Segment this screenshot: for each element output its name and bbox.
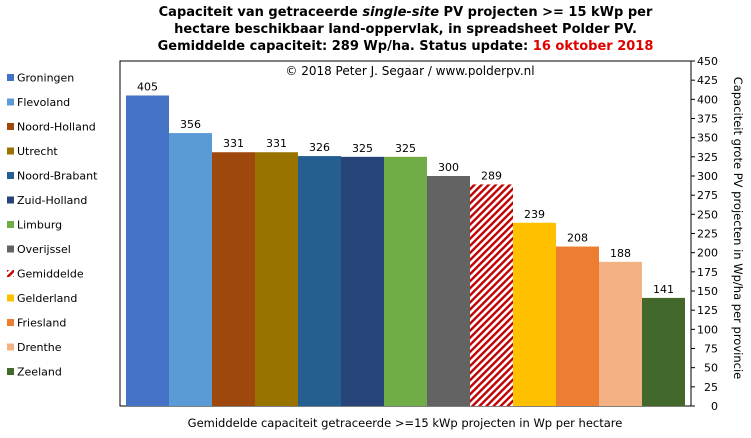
- legend-swatch-flevoland: [7, 98, 14, 106]
- bar-noord-holland: [212, 152, 255, 406]
- y-tick-label: 150: [697, 285, 718, 298]
- y-tick-label: 325: [697, 151, 718, 164]
- y-tick-label: 400: [697, 93, 718, 106]
- bar-zeeland: [642, 297, 685, 406]
- legend-swatch-gemiddelde: [7, 270, 14, 277]
- bar-label-overijssel: 300: [438, 161, 459, 174]
- bar-label-zuid-holland: 325: [352, 142, 373, 155]
- legend-swatch-drenthe: [7, 343, 14, 351]
- legend-label-limburg: Limburg: [17, 219, 62, 232]
- legend-swatch-overijssel: [7, 245, 14, 253]
- bar-label-limburg: 325: [395, 142, 416, 155]
- bar-label-utrecht: 331: [266, 137, 287, 150]
- bar-gelderland: [513, 222, 556, 406]
- legend-label-zeeland: Zeeland: [17, 366, 62, 379]
- y-tick-label: 250: [697, 208, 718, 221]
- bar-label-groningen: 405: [137, 81, 158, 94]
- y-tick-label: 450: [697, 55, 718, 68]
- y-tick-label: 175: [697, 266, 718, 279]
- y-tick-label: 425: [697, 74, 718, 87]
- bar-noord-brabant: [298, 156, 341, 406]
- bar-overijssel: [427, 176, 470, 406]
- legend-label-noord-brabant: Noord-Brabant: [17, 170, 98, 183]
- bar-label-flevoland: 356: [180, 118, 201, 131]
- bar-label-gemiddelde: 289: [481, 169, 502, 182]
- legend-swatch-zuid-holland: [7, 196, 14, 204]
- y-tick-label: 375: [697, 113, 718, 126]
- bar-label-drenthe: 188: [610, 247, 631, 260]
- bar-label-friesland: 208: [567, 232, 588, 245]
- legend-swatch-gelderland: [7, 294, 14, 302]
- bar-utrecht: [255, 152, 298, 406]
- legend-swatch-limburg: [7, 221, 14, 228]
- copyright-notice: © 2018 Peter J. Segaar / www.polderpv.nl: [285, 64, 534, 78]
- legend-label-noord-holland: Noord-Holland: [17, 121, 96, 134]
- y-tick-label: 125: [697, 304, 718, 317]
- legend-label-gelderland: Gelderland: [17, 292, 77, 305]
- status-date: 16 oktober 2018: [532, 39, 654, 54]
- bars: [126, 95, 685, 407]
- bar-flevoland: [169, 133, 212, 407]
- y-tick-label: 50: [704, 362, 718, 375]
- bar-labels: 405 356 331 331 326 325 325 300 289 239 208 188 141: [137, 81, 674, 296]
- chart-title: Capaciteit van getraceerde single-site P…: [0, 4, 751, 55]
- x-axis-title: Gemiddelde capaciteit getraceerde >=15 k…: [188, 416, 623, 430]
- legend-label-friesland: Friesland: [17, 317, 66, 330]
- y-tick-label: 100: [697, 323, 718, 336]
- legend-swatch-groningen: [7, 74, 14, 81]
- title-line-2: hectare beschikbaar land-oppervlak, in s…: [174, 22, 637, 37]
- legend-label-utrecht: Utrecht: [17, 145, 58, 158]
- legend-label-gemiddelde: Gemiddelde: [17, 268, 84, 281]
- legend: Groningen Flevoland Noord-Holland Utrecht No…: [7, 72, 98, 379]
- y-tick-label: 275: [697, 189, 718, 202]
- legend-swatch-zeeland: [7, 368, 14, 375]
- bar-zuid-holland: [341, 156, 384, 406]
- y-tick-label: 0: [711, 400, 718, 413]
- legend-swatch-noord-brabant: [7, 172, 14, 179]
- y-tick-label: 200: [697, 247, 718, 260]
- y-axis-title: Capaciteit grote PV projecten in Wp/ha p…: [731, 77, 745, 379]
- bar-groningen: [126, 95, 169, 406]
- legend-swatch-noord-holland: [7, 123, 14, 130]
- y-axis: 0 25 50 75 100 125 150 175 200 225 250 275 300 325 350…: [691, 55, 718, 413]
- y-tick-label: 25: [704, 381, 718, 394]
- bar-friesland: [556, 246, 599, 406]
- y-tick-label: 75: [704, 343, 718, 356]
- y-tick-label: 300: [697, 170, 718, 183]
- legend-label-drenthe: Drenthe: [17, 341, 62, 354]
- legend-label-groningen: Groningen: [17, 72, 74, 85]
- legend-label-zuid-holland: Zuid-Holland: [17, 194, 87, 207]
- title-line-3: Gemiddelde capaciteit: 289 Wp/ha. Status…: [157, 39, 654, 54]
- bar-gemiddelde: [470, 184, 513, 406]
- bar-label-noord-holland: 331: [223, 137, 244, 150]
- title-line-1: Capaciteit van getraceerde single-site P…: [158, 5, 653, 20]
- legend-label-overijssel: Overijssel: [17, 243, 71, 256]
- legend-swatch-friesland: [7, 319, 14, 326]
- bar-label-gelderland: 239: [524, 208, 545, 221]
- y-tick-label: 225: [697, 228, 718, 241]
- bar-drenthe: [599, 261, 642, 406]
- y-tick-label: 350: [697, 132, 718, 145]
- bar-limburg: [384, 156, 427, 406]
- bar-label-noord-brabant: 326: [309, 141, 330, 154]
- legend-label-flevoland: Flevoland: [17, 96, 70, 109]
- legend-swatch-utrecht: [7, 147, 14, 155]
- bar-label-zeeland: 141: [653, 283, 674, 296]
